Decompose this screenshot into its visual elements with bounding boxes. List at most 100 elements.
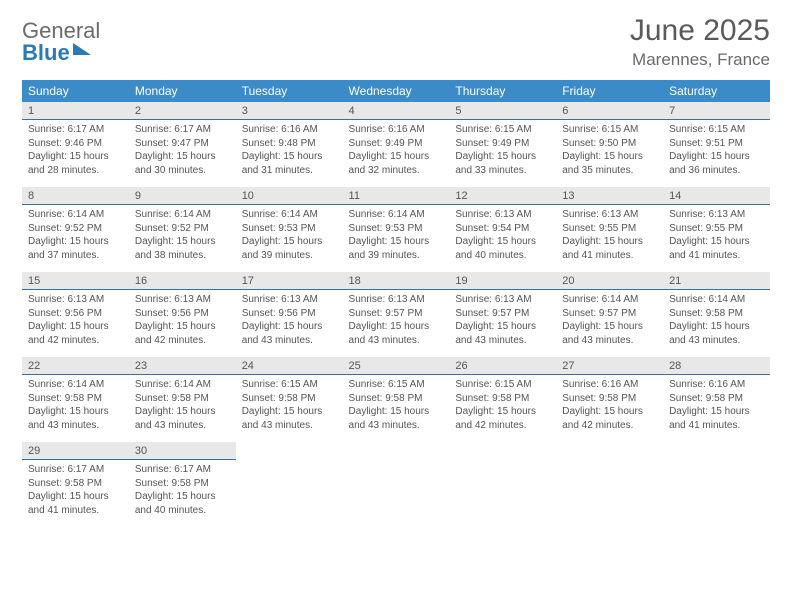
day-number-cell: 12 xyxy=(449,187,556,205)
days-of-week-row: Sunday Monday Tuesday Wednesday Thursday… xyxy=(22,80,770,102)
sunset-text: Sunset: 9:46 PM xyxy=(28,137,123,151)
sunset-text: Sunset: 9:49 PM xyxy=(455,137,550,151)
day-details-cell: Sunrise: 6:13 AMSunset: 9:55 PMDaylight:… xyxy=(556,205,663,273)
day-number-cell: 3 xyxy=(236,102,343,120)
sunset-text: Sunset: 9:50 PM xyxy=(562,137,657,151)
sunrise-text: Sunrise: 6:15 AM xyxy=(562,123,657,137)
day-details-cell: Sunrise: 6:13 AMSunset: 9:57 PMDaylight:… xyxy=(343,290,450,358)
day-details-cell xyxy=(343,460,450,528)
daylight-text: Daylight: 15 hours and 43 minutes. xyxy=(242,320,337,347)
daylight-text: Daylight: 15 hours and 42 minutes. xyxy=(455,405,550,432)
day-details-cell: Sunrise: 6:14 AMSunset: 9:52 PMDaylight:… xyxy=(129,205,236,273)
details-row: Sunrise: 6:13 AMSunset: 9:56 PMDaylight:… xyxy=(22,290,770,358)
title-block: June 2025 Marennes, France xyxy=(630,14,770,70)
sunset-text: Sunset: 9:58 PM xyxy=(349,392,444,406)
day-number-cell xyxy=(343,442,450,460)
day-number-cell: 27 xyxy=(556,357,663,375)
day-details-cell: Sunrise: 6:17 AMSunset: 9:46 PMDaylight:… xyxy=(22,120,129,188)
day-details-cell: Sunrise: 6:16 AMSunset: 9:49 PMDaylight:… xyxy=(343,120,450,188)
sunset-text: Sunset: 9:55 PM xyxy=(562,222,657,236)
brand-logo: General Blue xyxy=(22,14,100,64)
sunrise-text: Sunrise: 6:14 AM xyxy=(135,208,230,222)
dow-friday: Friday xyxy=(556,80,663,102)
day-details-cell: Sunrise: 6:15 AMSunset: 9:49 PMDaylight:… xyxy=(449,120,556,188)
sunrise-text: Sunrise: 6:13 AM xyxy=(349,293,444,307)
day-number-cell xyxy=(449,442,556,460)
daylight-text: Daylight: 15 hours and 43 minutes. xyxy=(562,320,657,347)
day-details-cell: Sunrise: 6:17 AMSunset: 9:58 PMDaylight:… xyxy=(22,460,129,528)
brand-part2-row: Blue xyxy=(22,42,100,64)
sunset-text: Sunset: 9:52 PM xyxy=(28,222,123,236)
sunrise-text: Sunrise: 6:13 AM xyxy=(242,293,337,307)
day-number-cell: 21 xyxy=(663,272,770,290)
sunset-text: Sunset: 9:58 PM xyxy=(669,307,764,321)
sunset-text: Sunset: 9:58 PM xyxy=(669,392,764,406)
daylight-text: Daylight: 15 hours and 31 minutes. xyxy=(242,150,337,177)
day-number-cell: 1 xyxy=(22,102,129,120)
day-number-cell: 29 xyxy=(22,442,129,460)
month-title: June 2025 xyxy=(630,14,770,48)
day-details-cell: Sunrise: 6:13 AMSunset: 9:57 PMDaylight:… xyxy=(449,290,556,358)
day-number-cell: 7 xyxy=(663,102,770,120)
sunrise-text: Sunrise: 6:16 AM xyxy=(242,123,337,137)
day-details-cell xyxy=(236,460,343,528)
day-number-cell: 11 xyxy=(343,187,450,205)
sunset-text: Sunset: 9:58 PM xyxy=(28,477,123,491)
day-details-cell: Sunrise: 6:13 AMSunset: 9:56 PMDaylight:… xyxy=(129,290,236,358)
dow-sunday: Sunday xyxy=(22,80,129,102)
sunset-text: Sunset: 9:51 PM xyxy=(669,137,764,151)
sunrise-text: Sunrise: 6:14 AM xyxy=(242,208,337,222)
sunrise-text: Sunrise: 6:13 AM xyxy=(28,293,123,307)
day-details-cell: Sunrise: 6:14 AMSunset: 9:58 PMDaylight:… xyxy=(22,375,129,443)
day-details-cell: Sunrise: 6:15 AMSunset: 9:58 PMDaylight:… xyxy=(343,375,450,443)
sunrise-text: Sunrise: 6:16 AM xyxy=(669,378,764,392)
day-details-cell: Sunrise: 6:13 AMSunset: 9:56 PMDaylight:… xyxy=(236,290,343,358)
daylight-text: Daylight: 15 hours and 28 minutes. xyxy=(28,150,123,177)
sunset-text: Sunset: 9:55 PM xyxy=(669,222,764,236)
day-details-cell: Sunrise: 6:14 AMSunset: 9:52 PMDaylight:… xyxy=(22,205,129,273)
sunset-text: Sunset: 9:58 PM xyxy=(135,392,230,406)
day-number-cell: 6 xyxy=(556,102,663,120)
sunrise-text: Sunrise: 6:13 AM xyxy=(669,208,764,222)
day-number-cell: 2 xyxy=(129,102,236,120)
dow-monday: Monday xyxy=(129,80,236,102)
sunset-text: Sunset: 9:56 PM xyxy=(28,307,123,321)
calendar-body: 1234567Sunrise: 6:17 AMSunset: 9:46 PMDa… xyxy=(22,102,770,527)
sunset-text: Sunset: 9:56 PM xyxy=(135,307,230,321)
sunset-text: Sunset: 9:48 PM xyxy=(242,137,337,151)
day-number-cell: 30 xyxy=(129,442,236,460)
daylight-text: Daylight: 15 hours and 41 minutes. xyxy=(562,235,657,262)
daylight-text: Daylight: 15 hours and 42 minutes. xyxy=(28,320,123,347)
day-details-cell: Sunrise: 6:14 AMSunset: 9:57 PMDaylight:… xyxy=(556,290,663,358)
sunset-text: Sunset: 9:54 PM xyxy=(455,222,550,236)
details-row: Sunrise: 6:14 AM Sunset: 9:52 PM Daylight:… xyxy=(22,205,770,273)
daylight-text: Daylight: 15 hours and 42 minutes. xyxy=(562,405,657,432)
sunrise-text: Sunrise: 6:16 AM xyxy=(562,378,657,392)
day-details-cell: Sunrise: 6:15 AMSunset: 9:51 PMDaylight:… xyxy=(663,120,770,188)
daylight-text: Daylight: 15 hours and 43 minutes. xyxy=(28,405,123,432)
daylight-text: Daylight: 15 hours and 40 minutes. xyxy=(455,235,550,262)
sunrise-text: Sunrise: 6:17 AM xyxy=(28,463,123,477)
day-details-cell: Sunrise: 6:16 AMSunset: 9:58 PMDaylight:… xyxy=(663,375,770,443)
day-details-cell: Sunrise: 6:14 AMSunset: 9:53 PMDaylight:… xyxy=(236,205,343,273)
sunset-text: Sunset: 9:53 PM xyxy=(242,222,337,236)
dow-tuesday: Tuesday xyxy=(236,80,343,102)
day-details-cell: Sunrise: 6:15 AMSunset: 9:58 PMDaylight:… xyxy=(236,375,343,443)
day-number-cell: 19 xyxy=(449,272,556,290)
sunrise-text: Sunrise: 6:17 AM xyxy=(28,123,123,137)
day-details-cell: Sunrise: 6:13 AMSunset: 9:54 PMDaylight:… xyxy=(449,205,556,273)
day-number-cell: 22 xyxy=(22,357,129,375)
sunrise-text: Sunrise: 6:14 AM xyxy=(28,378,123,392)
daylight-text: Daylight: 15 hours and 43 minutes. xyxy=(135,405,230,432)
daynum-row: 891011121314 xyxy=(22,187,770,205)
sunrise-text: Sunrise: 6:15 AM xyxy=(455,378,550,392)
daylight-text: Daylight: 15 hours and 43 minutes. xyxy=(349,320,444,347)
sunrise-text: Sunrise: 6:13 AM xyxy=(562,208,657,222)
day-details-cell: Sunrise: 6:15 AMSunset: 9:58 PMDaylight:… xyxy=(449,375,556,443)
sunset-text: Sunset: 9:58 PM xyxy=(135,477,230,491)
daylight-text: Daylight: 15 hours and 41 minutes. xyxy=(669,405,764,432)
sunrise-text: Sunrise: 6:17 AM xyxy=(135,463,230,477)
day-number-cell: 23 xyxy=(129,357,236,375)
day-details-cell: Sunrise: 6:14 AMSunset: 9:58 PMDaylight:… xyxy=(129,375,236,443)
daylight-text: Daylight: 15 hours and 41 minutes. xyxy=(28,490,123,517)
